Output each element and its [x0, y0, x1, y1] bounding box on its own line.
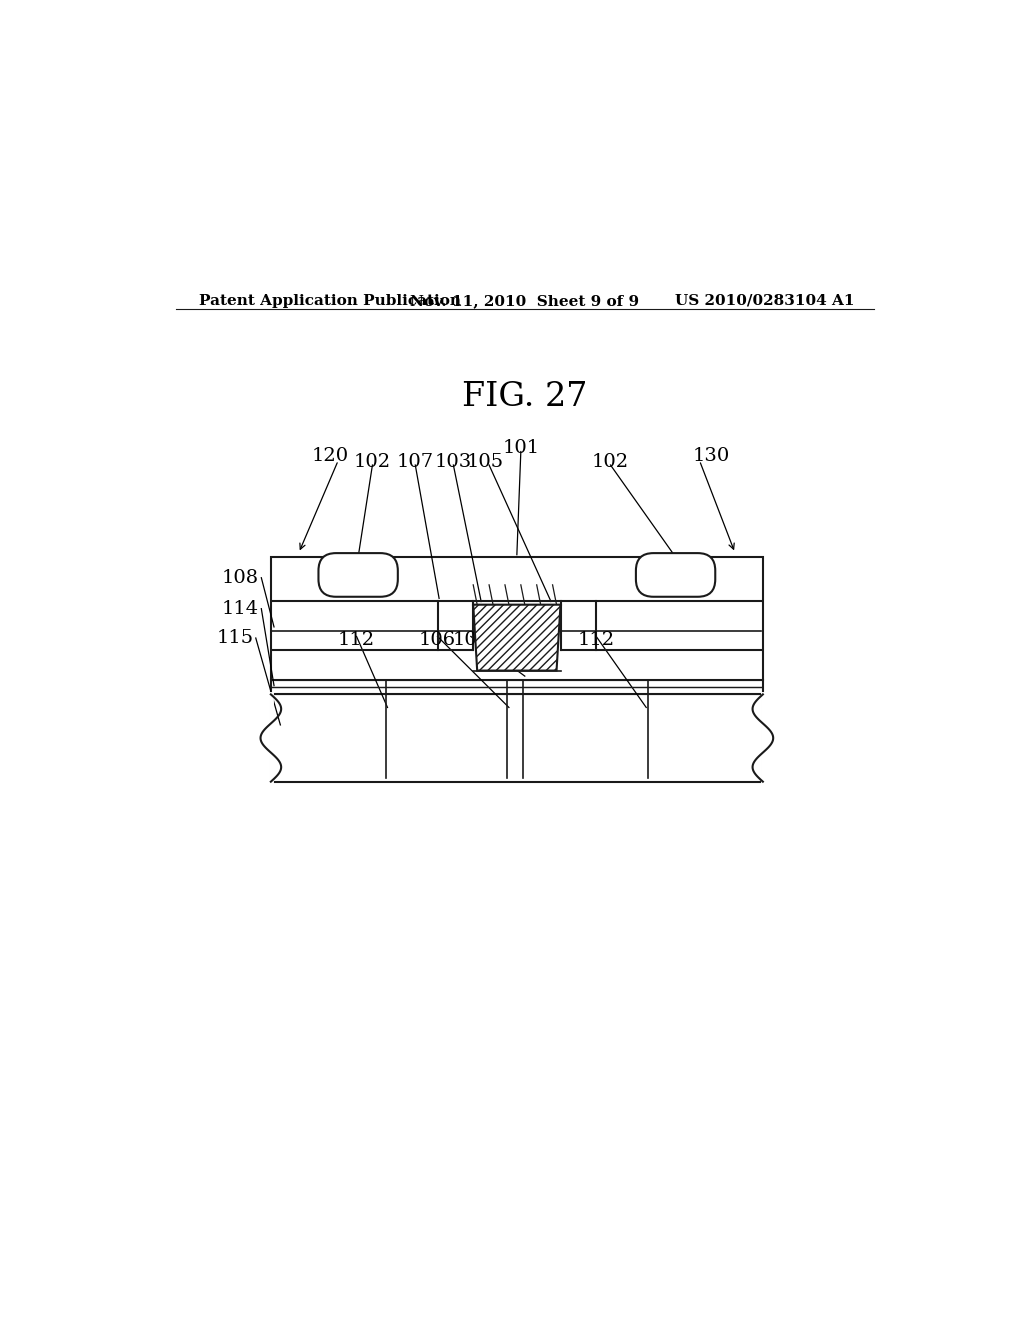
Text: US 2010/0283104 A1: US 2010/0283104 A1 — [675, 294, 854, 308]
Text: 105: 105 — [467, 453, 504, 471]
Text: FIG. 27: FIG. 27 — [462, 380, 588, 413]
Text: 104: 104 — [453, 631, 489, 648]
Text: 114: 114 — [222, 599, 259, 618]
Text: 120: 120 — [311, 447, 349, 465]
Text: 101: 101 — [502, 440, 540, 457]
Text: 102: 102 — [592, 453, 629, 471]
Text: 102: 102 — [354, 453, 391, 471]
Text: 115: 115 — [216, 630, 253, 647]
Text: 108: 108 — [222, 569, 259, 586]
Text: Patent Application Publication: Patent Application Publication — [200, 294, 462, 308]
Text: Nov. 11, 2010  Sheet 9 of 9: Nov. 11, 2010 Sheet 9 of 9 — [411, 294, 639, 308]
Text: 112: 112 — [338, 631, 375, 648]
Text: 112: 112 — [578, 631, 614, 648]
FancyBboxPatch shape — [636, 553, 715, 597]
Polygon shape — [473, 605, 560, 671]
Text: 107: 107 — [396, 453, 434, 471]
FancyBboxPatch shape — [318, 553, 397, 597]
Text: 106: 106 — [419, 631, 456, 648]
Bar — [270, 557, 763, 680]
Text: 130: 130 — [692, 447, 730, 465]
Text: 103: 103 — [435, 453, 472, 471]
Bar — [270, 694, 763, 781]
Bar — [270, 680, 763, 694]
